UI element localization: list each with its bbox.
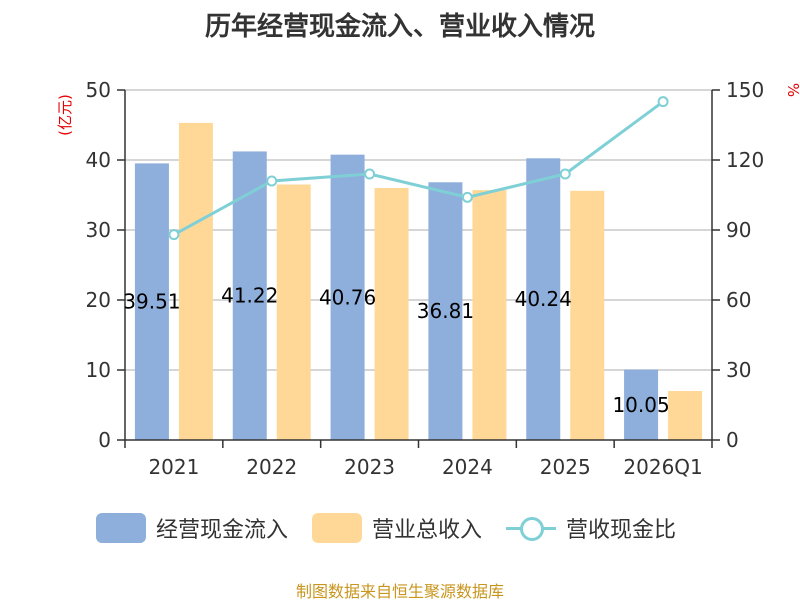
source-note: 制图数据来自恒生聚源数据库 [295,582,504,601]
legend-item-revenue[interactable]: 营业总收入 [312,512,482,544]
bar-cash-inflow [428,182,463,440]
y-left-tick-label: 20 [86,288,111,312]
x-tick-label: 2022 [246,455,297,479]
data-label-cash-inflow: 40.24 [515,287,572,311]
chart-title: 历年经营现金流入、营业收入情况 [204,12,595,42]
bar-cash-inflow [330,154,365,440]
bar-revenue [276,184,311,440]
legend-swatch-cash-inflow [96,513,146,543]
point-ratio [657,96,669,108]
legend-swatch-ratio [506,513,557,543]
y-right-tick-label: 120 [726,148,764,172]
x-tick-label: 2021 [148,455,199,479]
legend-label-cash-inflow: 经营现金流入 [156,518,289,543]
legend-label-revenue: 营业总收入 [372,518,483,543]
y-right-tick-label: 60 [726,288,751,312]
y-left-unit: (亿元) [56,94,74,136]
x-tick-label: 2026Q1 [623,455,702,479]
data-label-cash-inflow: 10.05 [612,393,669,417]
data-label-cash-inflow: 39.51 [123,290,180,314]
bar-cash-inflow [526,158,561,440]
bar-cash-inflow [624,369,659,440]
legend: 经营现金流入 营业总收入 营收现金比 [96,512,700,544]
point-ratio [168,229,180,241]
point-ratio [364,168,376,180]
data-label-cash-inflow: 40.76 [319,285,376,309]
y-left-tick-label: 30 [86,218,111,242]
point-ratio [559,168,571,180]
y-left-tick-label: 10 [86,358,111,382]
bar-revenue [570,190,605,440]
y-left-tick-label: 40 [86,148,111,172]
data-label-cash-inflow: 41.22 [221,284,278,308]
y-right-tick-label: 90 [726,218,751,242]
x-tick-label: 2023 [344,455,395,479]
bar-cash-inflow [134,163,169,440]
bar-revenue [178,122,213,441]
bar-revenue [472,190,507,440]
legend-item-ratio[interactable]: 营收现金比 [506,512,676,544]
y-right-unit: % [784,83,800,97]
legend-label-ratio: 营收现金比 [566,518,677,543]
bar-revenue [668,391,703,440]
point-ratio [266,175,278,187]
y-right-tick-label: 30 [726,358,751,382]
x-tick-label: 2024 [442,455,493,479]
point-ratio [461,191,473,203]
data-label-cash-inflow: 36.81 [417,299,474,323]
legend-item-cash-inflow[interactable]: 经营现金流入 [96,512,288,544]
legend-swatch-revenue [312,513,363,543]
y-right-tick-label: 0 [726,428,739,452]
x-tick-label: 2025 [540,455,591,479]
y-left-tick-label: 0 [98,428,111,452]
y-right-tick-label: 150 [726,78,764,102]
bar-revenue [374,188,409,440]
line-ratio [173,100,664,236]
y-left-tick-label: 50 [86,78,111,102]
